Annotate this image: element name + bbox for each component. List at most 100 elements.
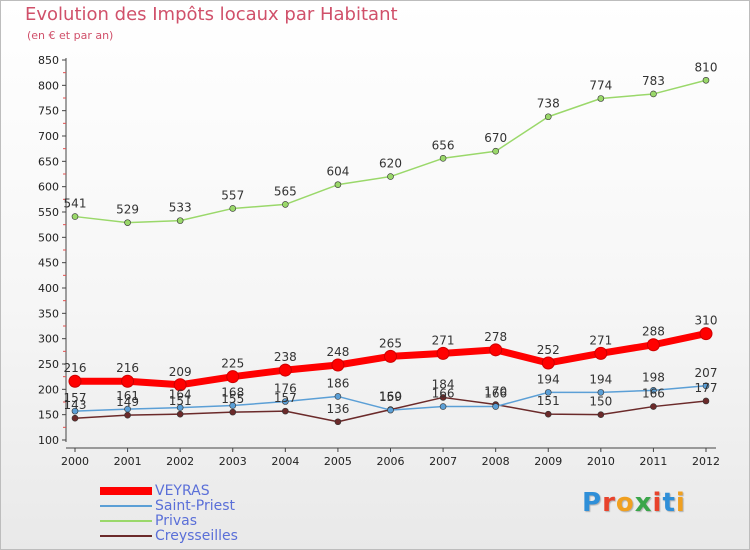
data-label-privas: 656 [432,138,455,152]
data-label-veyras: 271 [589,333,612,347]
data-point-veyras [68,374,82,388]
data-label-veyras: 209 [169,365,192,379]
data-label-saint-priest: 194 [589,372,612,386]
data-label-saint-priest: 164 [169,388,192,402]
x-tick-label: 2011 [639,455,667,468]
data-point-privas [439,154,447,162]
legend-swatch-saint-priest [100,505,152,507]
chart-subtitle: (en € et par an) [27,29,114,42]
data-point-creysseilles [124,411,131,419]
y-tick-label: 550 [38,206,59,219]
y-tick-label: 650 [38,155,59,168]
data-point-veyras [646,338,660,352]
data-point-veyras [489,343,503,357]
data-point-saint-priest [282,398,289,405]
data-label-creysseilles: 177 [695,381,718,395]
data-point-creysseilles [650,403,657,410]
y-tick-label: 700 [38,130,59,143]
y-tick-label: 500 [38,231,59,244]
proxiti-logo: Proxiti [582,488,686,518]
data-point-saint-priest [124,405,131,413]
x-tick-label: 2003 [219,455,247,468]
data-point-privas [176,217,184,224]
data-label-veyras: 225 [221,357,244,371]
data-point-veyras [384,349,397,363]
data-label-creysseilles: 151 [169,394,192,408]
data-point-privas [387,173,394,180]
data-point-veyras [173,378,187,392]
data-label-privas: 620 [379,157,402,171]
data-label-veyras: 310 [695,314,718,328]
x-tick-label: 2006 [377,455,405,468]
data-label-privas: 529 [116,203,139,217]
data-point-veyras [226,370,240,384]
data-point-saint-priest [176,404,184,411]
x-tick-label: 2012 [692,455,720,468]
data-point-saint-priest [439,403,447,410]
data-point-creysseilles [229,408,237,416]
data-point-privas [334,181,342,188]
data-label-veyras: 216 [116,361,139,375]
data-label-saint-priest: 157 [64,391,87,405]
chart-title: Evolution des Impôts locaux par Habitant [25,4,398,25]
data-point-creysseilles [702,397,710,405]
data-label-privas: 533 [169,201,192,215]
data-point-veyras [541,356,555,370]
data-point-privas [282,201,289,208]
legend-label-creysseilles: Creysseilles [155,528,238,544]
legend-swatch-creysseilles [100,535,152,537]
legend-swatch-privas [100,520,152,522]
data-label-creysseilles: 150 [589,395,612,409]
y-tick-label: 750 [38,105,59,118]
data-label-veyras: 288 [642,325,665,339]
y-tick-label: 300 [38,333,59,346]
data-point-privas [492,147,499,155]
data-point-creysseilles [544,410,552,418]
data-label-privas: 557 [221,188,244,202]
data-label-privas: 774 [589,79,612,93]
data-point-veyras [278,363,292,377]
data-point-creysseilles [282,407,289,415]
data-label-privas: 810 [695,60,718,74]
data-label-saint-priest: 194 [537,372,560,386]
x-tick-label: 2001 [114,455,142,468]
data-point-veyras [594,346,608,360]
data-label-privas: 604 [326,165,349,179]
x-tick-label: 2009 [534,455,562,468]
x-tick-label: 2007 [429,455,457,468]
x-tick-label: 2008 [482,455,510,468]
data-label-creysseilles: 160 [379,390,402,404]
y-tick-label: 850 [38,54,59,67]
data-point-creysseilles [597,411,605,418]
data-label-creysseilles: 166 [642,387,665,401]
data-label-creysseilles: 149 [116,395,139,409]
y-tick-label: 100 [38,434,59,447]
data-point-saint-priest [544,389,552,396]
y-tick-label: 600 [38,181,59,194]
legend-label-privas: Privas [155,513,197,529]
legend-label-saint-priest: Saint-Priest [155,498,236,514]
data-label-privas: 783 [642,74,665,88]
data-label-veyras: 238 [274,350,297,364]
x-tick-label: 2000 [61,455,89,468]
data-point-saint-priest [492,403,499,410]
data-point-privas [71,213,79,220]
data-point-saint-priest [334,393,342,400]
data-label-privas: 565 [274,184,297,198]
data-label-saint-priest: 168 [221,386,244,400]
y-tick-label: 450 [38,257,59,270]
data-label-privas: 670 [484,131,507,145]
data-point-privas [650,90,657,98]
data-label-veyras: 216 [64,361,87,375]
data-label-veyras: 265 [379,336,402,350]
data-label-veyras: 271 [432,333,455,347]
data-label-creysseilles: 184 [432,377,455,391]
y-tick-label: 250 [38,358,59,371]
data-label-saint-priest: 161 [116,389,139,403]
data-point-privas [702,76,710,84]
data-label-saint-priest: 207 [695,366,718,380]
data-label-creysseilles: 155 [221,392,244,406]
data-point-privas [544,113,552,121]
